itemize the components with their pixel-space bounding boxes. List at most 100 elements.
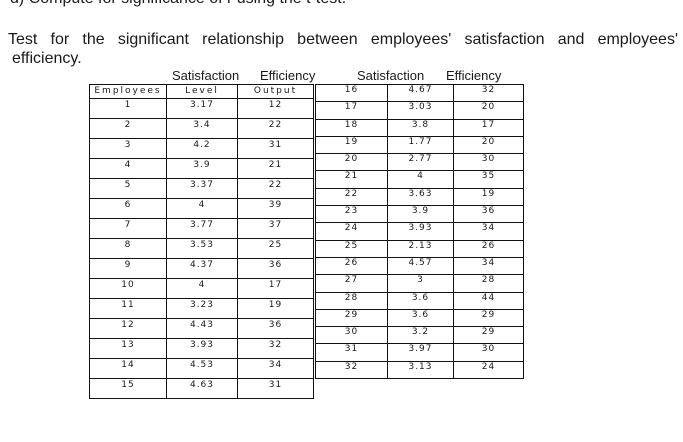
table-cell: 2.77 — [387, 153, 454, 172]
table-row: 12 4.43 36 — [89, 318, 314, 339]
table-cell: 3.77 — [166, 218, 238, 239]
table-cell: 30 — [453, 343, 524, 362]
table-cell: 24 — [315, 222, 388, 241]
table-cell: 20 — [453, 101, 524, 120]
table-cell: 4.67 — [387, 83, 454, 103]
table-cell: 3.17 — [166, 98, 238, 119]
table-row: 16 4.67 32 — [315, 83, 524, 103]
table-cell: 4.63 — [166, 378, 238, 399]
table-cell: 17 — [237, 278, 314, 299]
table-cell: 15 — [89, 378, 167, 399]
table-cell: 2 — [89, 118, 167, 139]
question-line-1: Test for the significant relationship be… — [8, 31, 678, 48]
table-row: 31 3.97 30 — [315, 343, 524, 362]
table-cell: 36 — [237, 318, 314, 339]
table-cell: 22 — [315, 187, 388, 207]
question-text: Test for the significant relationship be… — [8, 30, 678, 68]
table-row: 14 4.53 34 — [89, 358, 314, 379]
column-header: Level — [166, 84, 238, 99]
table-cell: 3.4 — [166, 118, 238, 139]
table-cell: 36 — [237, 258, 314, 279]
table-cell: 12 — [89, 318, 167, 339]
table-cell: 23 — [315, 205, 388, 224]
table-cell: 4 — [89, 158, 167, 179]
table-cell: 3 — [89, 138, 167, 159]
table-row: 5 3.37 22 — [89, 178, 314, 199]
table-cell: 44 — [453, 291, 524, 310]
table-row: 17 3.03 20 — [315, 101, 524, 120]
table-cell: 18 — [315, 118, 388, 137]
table-row: 4 3.9 21 — [89, 158, 314, 179]
table-row: 25 2.13 26 — [315, 239, 524, 258]
table-cell: 4.2 — [166, 138, 238, 159]
table-cell: 35 — [453, 170, 524, 189]
table-cell: 29 — [315, 308, 388, 328]
table-cell: 19 — [237, 298, 314, 319]
table-cell: 26 — [453, 239, 524, 258]
table-cell: 19 — [315, 135, 388, 155]
table-cell: 25 — [237, 238, 314, 259]
table-cell: 17 — [315, 101, 388, 120]
table-cell: 3.23 — [166, 298, 238, 319]
table-cell: 31 — [237, 138, 314, 159]
efficiency-header-left: Efficiency — [260, 68, 316, 83]
table-cell: 12 — [237, 98, 314, 119]
table-cell: 9 — [89, 258, 167, 279]
table-cell: 34 — [237, 358, 314, 379]
table-cell: 29 — [453, 308, 524, 328]
table-row: 28 3.6 44 — [315, 291, 524, 310]
table-row: 6 4 39 — [89, 198, 314, 219]
table-header-row: Employees Level Output — [89, 84, 314, 99]
table-cell: 31 — [237, 378, 314, 399]
table-row: 19 1.77 20 — [315, 135, 524, 155]
table-row: 7 3.77 37 — [89, 218, 314, 239]
table-cell: 4 — [387, 170, 454, 189]
previous-question-text: d) Compute for significance of r using t… — [10, 0, 346, 8]
table-cell: 39 — [237, 198, 314, 219]
table-cell: 6 — [89, 198, 167, 219]
column-header: Employees — [89, 84, 167, 99]
table-cell: 22 — [237, 178, 314, 199]
table-cell: 26 — [315, 256, 388, 276]
table-cell: 30 — [453, 153, 524, 172]
table-cell: 4.57 — [387, 256, 454, 276]
table-cell: 32 — [453, 83, 524, 103]
table-cell: 22 — [237, 118, 314, 139]
table-cell: 16 — [315, 83, 388, 103]
table-cell: 37 — [237, 218, 314, 239]
efficiency-header-right: Efficiency — [446, 68, 502, 83]
table-row: 24 3.93 34 — [315, 222, 524, 241]
table-row: 29 3.6 29 — [315, 308, 524, 328]
table-cell: 4.37 — [166, 258, 238, 279]
table-row: 8 3.53 25 — [89, 238, 314, 259]
table-row: 20 2.77 30 — [315, 153, 524, 172]
table-cell: 20 — [315, 153, 388, 172]
table-row: 32 3.13 24 — [315, 360, 524, 380]
table-row: 3 4.2 31 — [89, 138, 314, 159]
table-cell: 4 — [166, 198, 238, 219]
table-cell: 3.6 — [387, 291, 454, 310]
table-cell: 17 — [453, 118, 524, 137]
table-cell: 3.2 — [387, 326, 454, 345]
table-cell: 5 — [89, 178, 167, 199]
table-row: 27 3 28 — [315, 274, 524, 293]
table-cell: 36 — [453, 205, 524, 224]
table-cell: 28 — [453, 274, 524, 293]
table-cell: 3.63 — [387, 187, 454, 207]
table-row: 2 3.4 22 — [89, 118, 314, 139]
table-cell: 30 — [315, 326, 388, 345]
table-cell: 4 — [166, 278, 238, 299]
table-cell: 3.13 — [387, 360, 454, 380]
table-row: 30 3.2 29 — [315, 326, 524, 345]
satisfaction-header-right: Satisfaction — [357, 68, 425, 83]
table-cell: 27 — [315, 274, 388, 293]
table-row: 13 3.93 32 — [89, 338, 314, 359]
table-row: 18 3.8 17 — [315, 118, 524, 137]
table-cell: 31 — [315, 343, 388, 362]
table-cell: 3.8 — [387, 118, 454, 137]
table-cell: 13 — [89, 338, 167, 359]
data-table-left: Employees Level Output 1 3.17 12 2 3.4 22 3 4.2 31 4… — [89, 84, 314, 399]
table-cell: 21 — [315, 170, 388, 189]
table-cell: 34 — [453, 256, 524, 276]
table-cell: 14 — [89, 358, 167, 379]
